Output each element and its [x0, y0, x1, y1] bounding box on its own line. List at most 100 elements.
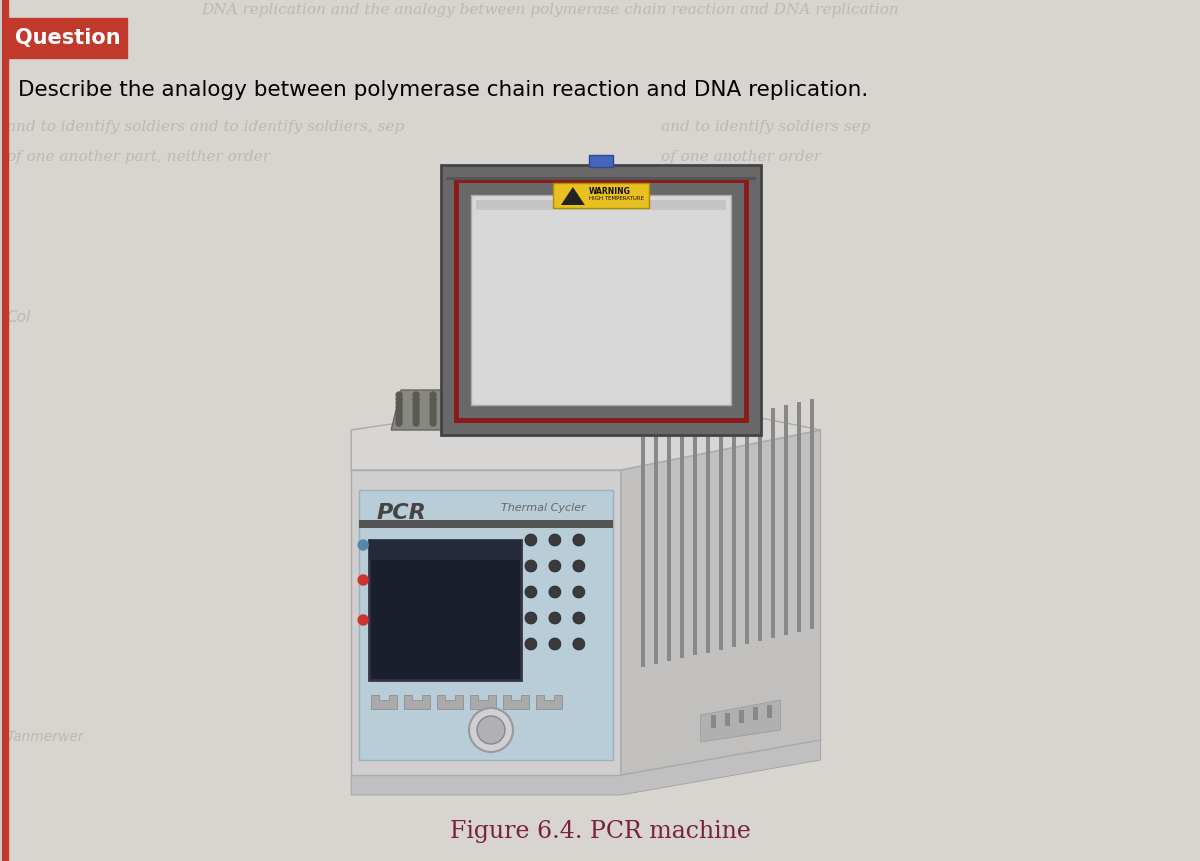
Polygon shape	[739, 709, 744, 723]
Circle shape	[524, 534, 536, 546]
Polygon shape	[725, 713, 730, 726]
Polygon shape	[752, 707, 757, 721]
Circle shape	[515, 408, 521, 414]
Circle shape	[448, 420, 454, 426]
Text: WARNING: WARNING	[589, 187, 631, 196]
Polygon shape	[679, 428, 684, 659]
Circle shape	[464, 416, 470, 422]
Circle shape	[448, 392, 454, 398]
Polygon shape	[667, 431, 671, 661]
Polygon shape	[437, 695, 463, 709]
Polygon shape	[560, 187, 584, 205]
Circle shape	[532, 412, 538, 418]
Circle shape	[532, 420, 538, 426]
Polygon shape	[352, 390, 821, 470]
Polygon shape	[503, 695, 529, 709]
Circle shape	[524, 586, 536, 598]
Circle shape	[413, 404, 419, 410]
Circle shape	[524, 560, 536, 572]
Circle shape	[566, 396, 572, 402]
Circle shape	[515, 416, 521, 422]
Polygon shape	[472, 195, 731, 405]
Circle shape	[548, 416, 554, 422]
Circle shape	[430, 412, 436, 418]
Circle shape	[481, 408, 487, 414]
Circle shape	[548, 612, 560, 624]
Polygon shape	[370, 540, 521, 680]
Circle shape	[548, 638, 560, 650]
Polygon shape	[810, 400, 814, 629]
Circle shape	[532, 404, 538, 410]
Text: HIGH TEMPERATURE: HIGH TEMPERATURE	[589, 196, 644, 201]
Polygon shape	[706, 423, 709, 653]
Circle shape	[498, 392, 504, 398]
Circle shape	[396, 412, 402, 418]
Polygon shape	[620, 430, 821, 775]
Circle shape	[548, 560, 560, 572]
Polygon shape	[797, 402, 800, 632]
Bar	[7, 18, 127, 58]
Circle shape	[464, 400, 470, 406]
Circle shape	[430, 408, 436, 414]
Circle shape	[532, 400, 538, 406]
Circle shape	[566, 412, 572, 418]
Polygon shape	[745, 414, 749, 644]
Circle shape	[572, 586, 584, 598]
Polygon shape	[359, 490, 613, 760]
Circle shape	[448, 400, 454, 406]
Circle shape	[498, 412, 504, 418]
Circle shape	[481, 400, 487, 406]
Circle shape	[448, 408, 454, 414]
Polygon shape	[701, 700, 780, 742]
Circle shape	[464, 412, 470, 418]
Circle shape	[583, 416, 589, 422]
Circle shape	[430, 396, 436, 402]
Circle shape	[532, 416, 538, 422]
Circle shape	[464, 408, 470, 414]
Circle shape	[430, 420, 436, 426]
Polygon shape	[770, 408, 774, 638]
Circle shape	[524, 612, 536, 624]
Circle shape	[548, 396, 554, 402]
Circle shape	[478, 716, 505, 744]
Circle shape	[498, 396, 504, 402]
Text: and to identify soldiers and to identify soldiers, sep: and to identify soldiers and to identify…	[7, 120, 404, 134]
Polygon shape	[784, 406, 787, 635]
Text: Thermal Cycler: Thermal Cycler	[500, 503, 586, 513]
Circle shape	[413, 416, 419, 422]
Circle shape	[481, 404, 487, 410]
Circle shape	[481, 416, 487, 422]
Circle shape	[358, 540, 368, 550]
Circle shape	[396, 396, 402, 402]
Polygon shape	[719, 419, 722, 650]
Circle shape	[464, 396, 470, 402]
Circle shape	[396, 416, 402, 422]
Circle shape	[566, 404, 572, 410]
Circle shape	[548, 534, 560, 546]
Circle shape	[469, 708, 512, 752]
Circle shape	[566, 400, 572, 406]
Circle shape	[548, 586, 560, 598]
Circle shape	[464, 404, 470, 410]
Circle shape	[448, 412, 454, 418]
Polygon shape	[641, 437, 644, 667]
Polygon shape	[692, 425, 697, 655]
Polygon shape	[391, 390, 611, 430]
Circle shape	[515, 396, 521, 402]
Circle shape	[583, 408, 589, 414]
Circle shape	[464, 392, 470, 398]
Circle shape	[448, 396, 454, 402]
Circle shape	[566, 392, 572, 398]
Circle shape	[481, 420, 487, 426]
Circle shape	[572, 534, 584, 546]
Polygon shape	[404, 695, 430, 709]
Circle shape	[515, 392, 521, 398]
Polygon shape	[767, 704, 772, 717]
Circle shape	[358, 575, 368, 585]
Bar	[589, 155, 613, 167]
Circle shape	[498, 416, 504, 422]
Circle shape	[548, 408, 554, 414]
Bar	[1, 0, 7, 861]
Circle shape	[430, 392, 436, 398]
Circle shape	[566, 416, 572, 422]
